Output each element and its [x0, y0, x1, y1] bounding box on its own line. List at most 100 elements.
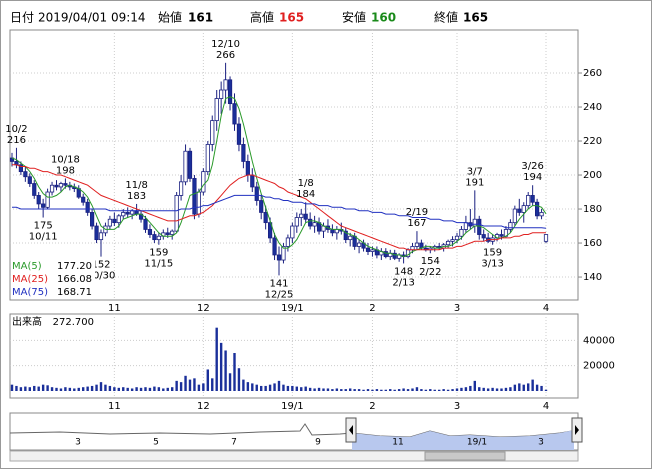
volume-bar — [464, 387, 468, 391]
candle-body — [112, 218, 117, 224]
volume-bar — [206, 369, 209, 391]
volume-bar — [233, 353, 236, 391]
candle-body — [250, 174, 255, 188]
volume-bar — [148, 387, 152, 391]
candle-body — [343, 230, 348, 241]
annotation-date: 2/13 — [392, 277, 414, 288]
volume-bar — [95, 384, 98, 391]
candle-body — [85, 201, 90, 213]
annotation-value: 141 — [269, 278, 288, 289]
candle-body — [27, 176, 32, 184]
candle-body — [183, 150, 188, 183]
candle-body — [54, 184, 59, 188]
candle-body — [232, 103, 237, 125]
x-tick-label: 4 — [543, 303, 549, 314]
x-tick-label: 3 — [454, 401, 460, 412]
candle-body — [517, 208, 522, 213]
candle-body — [294, 217, 299, 227]
volume-bar — [19, 387, 23, 391]
volume-bar — [495, 388, 499, 391]
annotation-value: 184 — [296, 189, 315, 200]
candle-body — [308, 218, 313, 227]
candle-body — [196, 191, 201, 215]
candle-body — [276, 254, 282, 261]
candle-body — [370, 249, 375, 252]
y-tick-label: 240 — [583, 102, 602, 113]
volume-bar — [540, 385, 543, 391]
annotation-value: 159 — [149, 248, 168, 259]
candle-body — [49, 184, 55, 193]
scrollbar-thumb[interactable] — [424, 451, 506, 461]
candle-body — [508, 222, 513, 230]
volume-bar — [144, 387, 147, 391]
candle-body — [459, 229, 464, 237]
candle-body — [365, 247, 371, 252]
annotation-date: 2/19 — [406, 207, 428, 218]
annotation-value: 167 — [407, 218, 426, 229]
handle-arrow — [575, 425, 579, 435]
volume-bar — [491, 387, 494, 391]
candle-body — [147, 229, 153, 235]
volume-bar — [90, 385, 94, 391]
volume-bar — [282, 384, 285, 391]
candle-body — [201, 171, 206, 193]
legend-label: MA(25) — [12, 274, 48, 285]
volume-bar — [59, 388, 63, 391]
candle-body — [130, 210, 135, 215]
candle-body — [98, 232, 104, 241]
volume-bar — [366, 389, 370, 391]
volume-bar — [522, 384, 525, 391]
volume-bar — [28, 387, 31, 391]
candle-body — [178, 181, 184, 196]
candle-body — [214, 98, 219, 122]
candle-body — [174, 195, 179, 232]
x-tick-label: 4 — [543, 401, 549, 412]
volume-bar — [420, 389, 423, 391]
volume-bar — [33, 385, 36, 391]
volume-bar — [37, 386, 40, 391]
volume-bar — [460, 387, 463, 391]
candle-body — [263, 212, 268, 224]
scrollbar[interactable] — [9, 450, 579, 462]
volume-bar — [353, 389, 356, 391]
high-label: 高値 — [250, 10, 274, 25]
annotation-value: 216 — [7, 135, 26, 146]
candle-body — [245, 161, 250, 176]
y-tick-label: 180 — [583, 204, 602, 215]
candle-body — [192, 178, 197, 215]
datetime: 2019/04/01 09:14 — [38, 11, 146, 25]
annotation-value: 159 — [483, 248, 502, 259]
volume-bar — [313, 388, 316, 391]
open-value: 161 — [188, 11, 213, 25]
y-tick-label: 160 — [583, 238, 602, 249]
volume-bar — [518, 383, 521, 391]
volume-legend-box — [11, 315, 97, 328]
handle-arrow — [349, 425, 353, 435]
candle-body — [272, 237, 277, 256]
candle-body — [392, 252, 397, 259]
candle-body — [81, 196, 86, 203]
legend-value: 168.71 — [57, 287, 92, 298]
volume-bar — [64, 387, 67, 391]
volume-bar — [104, 384, 107, 391]
volume-bar — [375, 389, 379, 391]
y-tick-label: 260 — [583, 68, 602, 79]
candle-body — [41, 203, 46, 208]
volume-bar — [469, 385, 472, 391]
volume-bar — [273, 383, 276, 391]
candle-body — [356, 242, 362, 247]
candle-body — [254, 186, 259, 201]
candle-body — [267, 222, 273, 239]
volume-bar — [371, 389, 374, 391]
candle-body — [165, 232, 170, 235]
volume-bar — [264, 385, 267, 391]
volume-bar — [73, 388, 76, 391]
volume-bar — [331, 389, 334, 391]
candle-body — [227, 79, 233, 105]
candle-body — [121, 212, 126, 217]
annotation-value: 183 — [127, 191, 146, 202]
candle-body — [535, 201, 540, 217]
header: 日付 2019/04/01 09:14 始値 161 高値 165 安値 160… — [10, 10, 488, 25]
volume-bar — [406, 389, 410, 391]
